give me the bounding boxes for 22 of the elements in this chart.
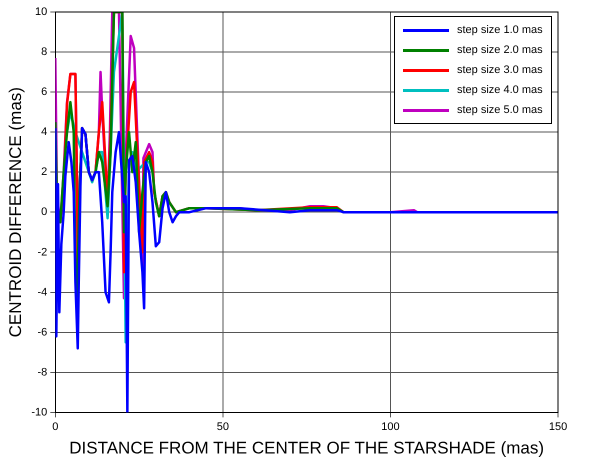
y-tick-label: -4	[38, 286, 48, 298]
y-tick-label: 10	[35, 6, 48, 18]
legend-label: step size 3.0 mas	[457, 64, 543, 76]
x-tick-label: 150	[548, 421, 568, 434]
y-tick-label: -8	[38, 366, 48, 378]
x-tick-label: 100	[381, 421, 400, 434]
y-tick-label: 0	[41, 206, 48, 218]
y-tick-label: 4	[41, 126, 48, 138]
y-tick-label: 6	[41, 86, 48, 98]
y-tick-label: -6	[38, 326, 48, 338]
x-tick-label: 0	[52, 421, 58, 434]
y-tick-label: -10	[31, 406, 48, 418]
legend-label: step size 4.0 mas	[457, 84, 543, 96]
legend-label: step size 2.0 mas	[457, 44, 543, 56]
x-tick-label: 50	[216, 421, 229, 434]
legend-label: step size 1.0 mas	[457, 24, 543, 36]
y-axis-title: CENTROID DIFFERENCE (mas)	[6, 87, 25, 338]
x-axis-title: DISTANCE FROM THE CENTER OF THE STARSHADE (mas)	[69, 438, 544, 458]
y-tick-label: 2	[41, 166, 48, 178]
y-tick-label: -2	[38, 246, 48, 258]
y-tick-label: 8	[41, 46, 48, 58]
legend-label: step size 5.0 mas	[457, 104, 543, 116]
